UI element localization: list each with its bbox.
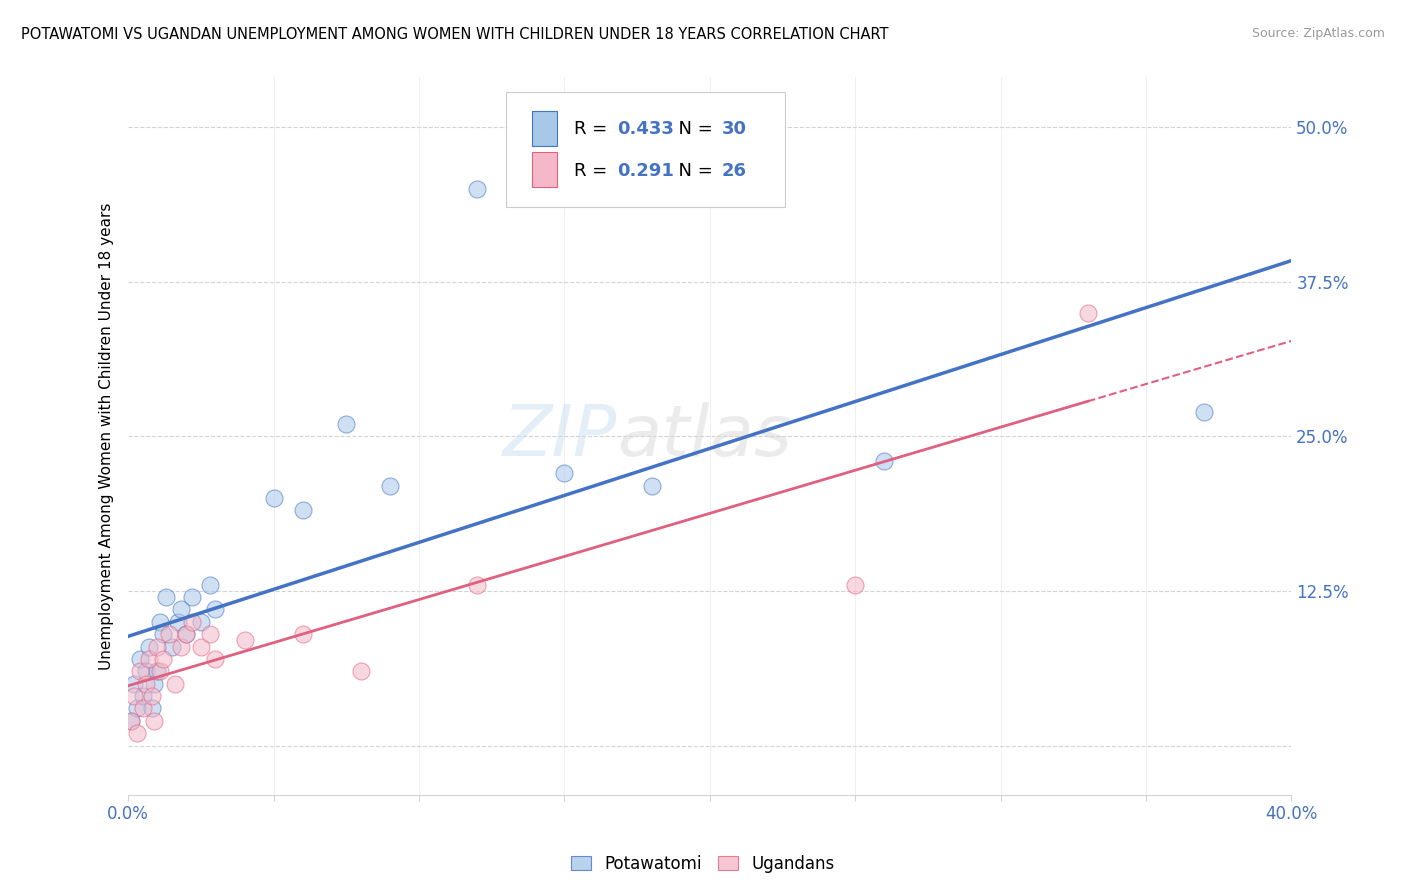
Point bbox=[157, 627, 180, 641]
Point bbox=[233, 633, 256, 648]
Text: Source: ZipAtlas.com: Source: ZipAtlas.com bbox=[1251, 27, 1385, 40]
Point bbox=[125, 701, 148, 715]
Point bbox=[640, 479, 662, 493]
Point bbox=[350, 665, 373, 679]
Text: N =: N = bbox=[666, 161, 718, 179]
Point bbox=[138, 652, 160, 666]
Point bbox=[141, 689, 163, 703]
Point bbox=[143, 676, 166, 690]
Point bbox=[135, 676, 157, 690]
Point bbox=[132, 701, 155, 715]
Point bbox=[146, 640, 169, 654]
Point bbox=[143, 714, 166, 728]
Point bbox=[190, 615, 212, 629]
Point bbox=[378, 479, 401, 493]
Point bbox=[181, 590, 204, 604]
Text: ZIP: ZIP bbox=[502, 401, 617, 471]
Point bbox=[155, 590, 177, 604]
Point bbox=[198, 627, 221, 641]
Point bbox=[122, 689, 145, 703]
Point bbox=[135, 665, 157, 679]
Point bbox=[128, 652, 150, 666]
Point bbox=[176, 627, 198, 641]
Point bbox=[873, 454, 896, 468]
Point bbox=[198, 578, 221, 592]
Text: 30: 30 bbox=[721, 120, 747, 138]
Point bbox=[291, 503, 314, 517]
Point bbox=[1192, 404, 1215, 418]
Point bbox=[122, 676, 145, 690]
Point bbox=[125, 726, 148, 740]
FancyBboxPatch shape bbox=[531, 152, 557, 186]
Point bbox=[152, 627, 174, 641]
Text: 0.433: 0.433 bbox=[617, 120, 673, 138]
Text: R =: R = bbox=[574, 120, 613, 138]
Point bbox=[204, 602, 226, 616]
Text: 26: 26 bbox=[721, 161, 747, 179]
Point bbox=[146, 665, 169, 679]
Point bbox=[465, 182, 488, 196]
Point bbox=[149, 615, 172, 629]
Point bbox=[263, 491, 285, 505]
Point bbox=[128, 665, 150, 679]
FancyBboxPatch shape bbox=[531, 112, 557, 145]
Point bbox=[166, 615, 188, 629]
Text: POTAWATOMI VS UGANDAN UNEMPLOYMENT AMONG WOMEN WITH CHILDREN UNDER 18 YEARS CORR: POTAWATOMI VS UGANDAN UNEMPLOYMENT AMONG… bbox=[21, 27, 889, 42]
Text: N =: N = bbox=[666, 120, 718, 138]
Point bbox=[181, 615, 204, 629]
Point bbox=[190, 640, 212, 654]
Point bbox=[149, 665, 172, 679]
Point bbox=[335, 417, 357, 431]
Point bbox=[844, 578, 866, 592]
Y-axis label: Unemployment Among Women with Children Under 18 years: Unemployment Among Women with Children U… bbox=[100, 202, 114, 670]
Text: R =: R = bbox=[574, 161, 613, 179]
Point bbox=[141, 701, 163, 715]
Point bbox=[120, 714, 142, 728]
Point bbox=[465, 578, 488, 592]
Point bbox=[160, 640, 183, 654]
Point bbox=[553, 467, 575, 481]
Point bbox=[1077, 305, 1099, 319]
Point bbox=[132, 689, 155, 703]
Point bbox=[169, 640, 191, 654]
Text: atlas: atlas bbox=[617, 401, 792, 471]
Point bbox=[291, 627, 314, 641]
Point bbox=[176, 627, 198, 641]
FancyBboxPatch shape bbox=[506, 92, 786, 207]
Point bbox=[138, 640, 160, 654]
Point bbox=[163, 676, 186, 690]
Point bbox=[120, 714, 142, 728]
Point bbox=[204, 652, 226, 666]
Legend: Potawatomi, Ugandans: Potawatomi, Ugandans bbox=[564, 848, 842, 880]
Text: 0.291: 0.291 bbox=[617, 161, 673, 179]
Point bbox=[169, 602, 191, 616]
Point bbox=[152, 652, 174, 666]
